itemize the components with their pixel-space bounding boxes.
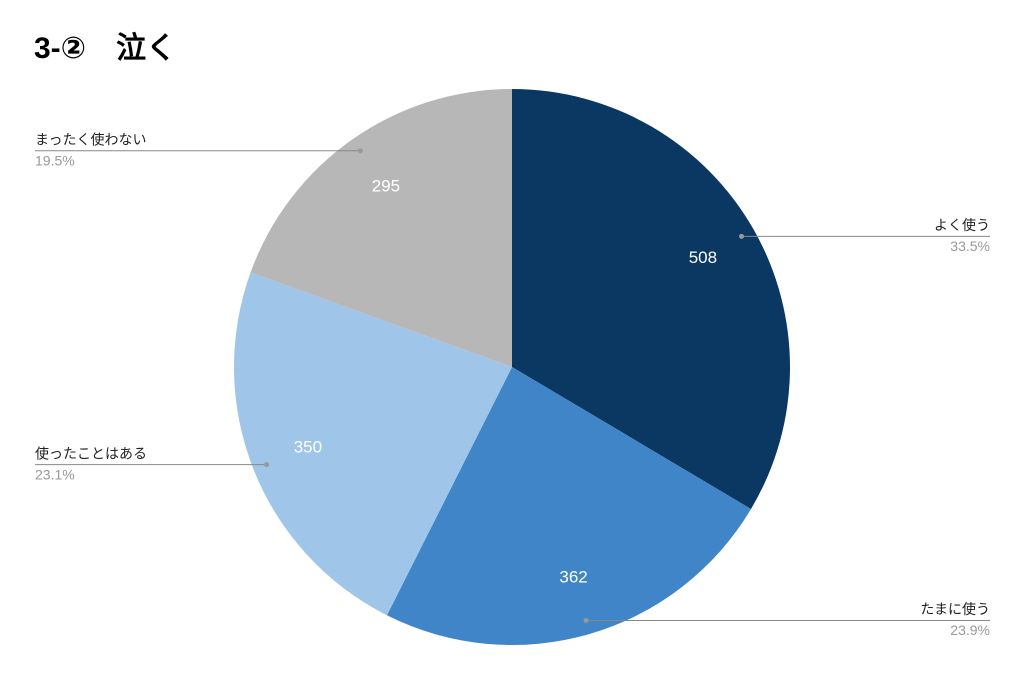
callout-dot (357, 148, 363, 154)
callout-dot (739, 233, 745, 239)
callout-dot (264, 462, 270, 468)
legend-label: たまに使う (920, 601, 990, 617)
pie-slice (233, 272, 512, 616)
percent-label: 23.1% (35, 466, 75, 482)
percent-label: 23.9% (950, 622, 990, 638)
legend-label: まったく使わない (35, 131, 146, 147)
legend-label: よく使う (934, 217, 990, 233)
pie-slice (386, 367, 752, 645)
pie-slice (512, 89, 790, 509)
legend-label: 使ったことはある (35, 445, 147, 461)
callout-dot (583, 618, 589, 624)
slice-value-label: 350 (294, 438, 322, 457)
pie-slice (250, 88, 512, 367)
percent-label: 19.5% (35, 152, 75, 168)
slice-value-label: 508 (689, 248, 717, 267)
slice-value-label: 362 (559, 567, 587, 586)
chart-title: 3-② 泣く (34, 32, 176, 65)
slice-value-label: 295 (372, 177, 400, 196)
percent-label: 33.5% (950, 238, 990, 254)
